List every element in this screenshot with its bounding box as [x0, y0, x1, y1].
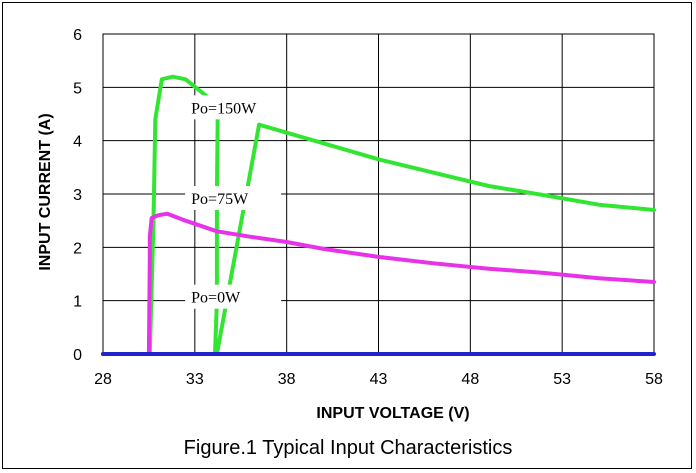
series-label-background — [185, 186, 282, 210]
series-line-po-75w — [101, 211, 656, 356]
y-tick-label: 2 — [73, 240, 82, 257]
y-tick-label: 3 — [73, 187, 82, 204]
y-tick-label: 0 — [73, 347, 82, 364]
y-axis-title: INPUT CURRENT (A) — [37, 113, 54, 270]
series-label: Po=75W — [191, 191, 249, 208]
series-label-group: Po=0W — [185, 284, 282, 309]
y-tick-labels: 0 1 2 3 4 5 6 — [73, 27, 82, 364]
series-lines — [101, 74, 656, 356]
series-line-po-150w — [101, 74, 656, 356]
y-tick-label: 5 — [73, 80, 82, 97]
series-label-background — [185, 284, 282, 309]
x-tick-label: 38 — [278, 371, 296, 388]
series-labels: Po=150W Po=75W Po=0W — [185, 95, 282, 309]
y-tick-label: 4 — [73, 134, 82, 151]
series-label-group: Po=150W — [185, 95, 282, 120]
x-tick-label: 58 — [645, 371, 663, 388]
series-label-background — [185, 95, 282, 120]
figure-caption: Figure.1 Typical Input Characteristics — [183, 437, 513, 459]
x-tick-label: 43 — [370, 371, 388, 388]
y-tick-label: 1 — [73, 294, 82, 311]
series-label: Po=0W — [191, 290, 241, 307]
series-label: Po=150W — [191, 100, 257, 117]
figure-frame — [2, 2, 692, 469]
x-tick-label: 53 — [553, 371, 571, 388]
x-axis-title: INPUT VOLTAGE (V) — [316, 405, 469, 422]
x-tick-label: 28 — [94, 371, 112, 388]
series-label-group: Po=75W — [185, 186, 282, 210]
x-tick-label: 48 — [461, 371, 479, 388]
x-tick-label: 33 — [186, 371, 204, 388]
x-tick-labels: 28 33 38 43 48 53 58 — [94, 371, 663, 388]
y-tick-label: 6 — [73, 27, 82, 44]
